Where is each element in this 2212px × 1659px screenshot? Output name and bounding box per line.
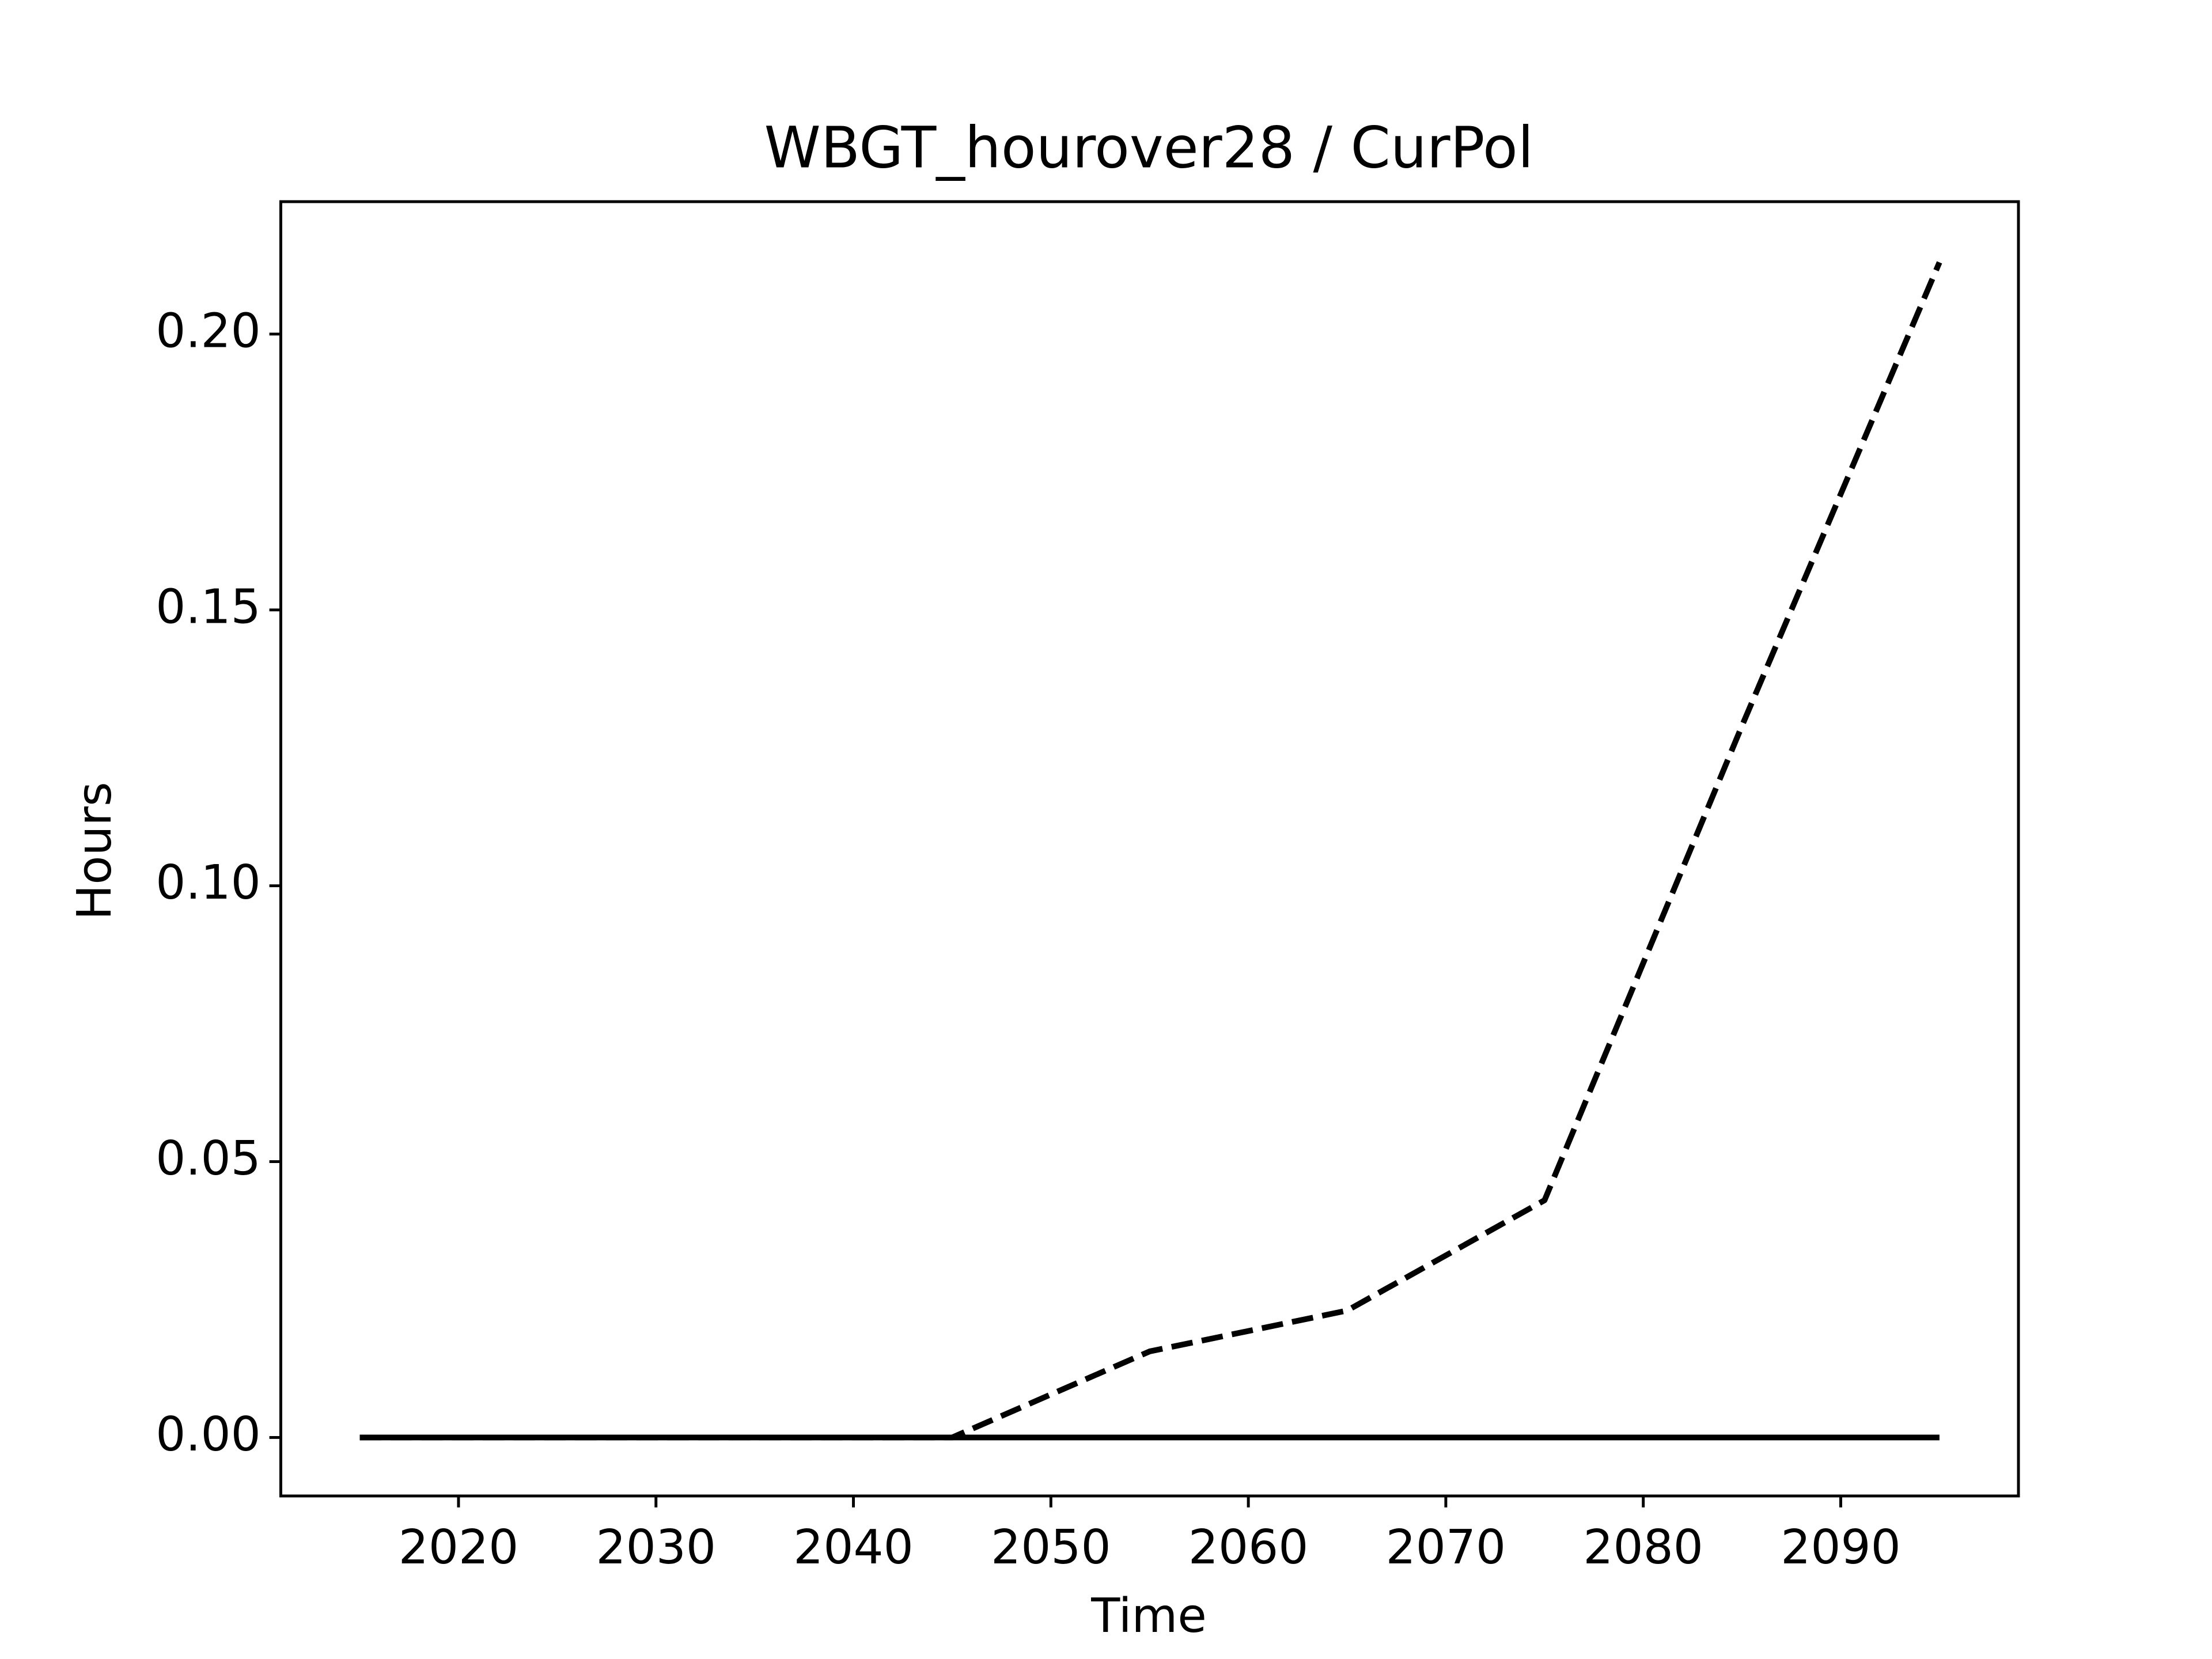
x-tick-label: 2080 [1583, 1520, 1703, 1575]
x-tick-label: 2070 [1386, 1520, 1506, 1575]
x-axis-label: Time [1090, 1589, 1206, 1643]
x-tick-label: 2090 [1781, 1520, 1900, 1575]
x-tick-label: 2030 [596, 1520, 716, 1575]
x-tick-label: 2050 [991, 1520, 1111, 1575]
chart-title: WBGT_hourover28 / CurPol [764, 115, 1534, 181]
y-tick-label: 0.15 [156, 579, 260, 634]
axes-frame [279, 200, 2020, 1498]
x-tick-label: 2020 [399, 1520, 519, 1575]
line-series [359, 261, 1942, 1441]
y-tick-label: 0.10 [156, 855, 260, 910]
y-axis-label: Hours [67, 782, 122, 920]
y-tick-label: 0.00 [156, 1407, 260, 1462]
y-tick-label: 0.20 [156, 304, 260, 358]
x-tick-label: 2060 [1188, 1520, 1309, 1575]
y-tick-label: 0.05 [156, 1131, 260, 1186]
x-tick-label: 2040 [793, 1520, 914, 1575]
